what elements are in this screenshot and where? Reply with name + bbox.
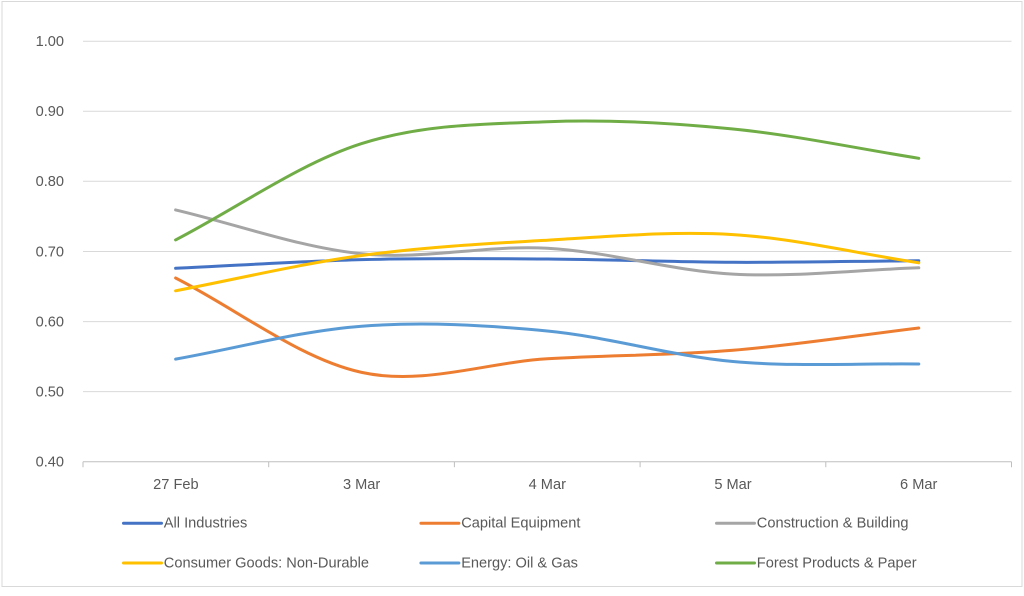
svg-text:27 Feb: 27 Feb xyxy=(153,477,198,493)
svg-text:3 Mar: 3 Mar xyxy=(343,477,380,493)
svg-text:0.70: 0.70 xyxy=(36,244,64,260)
svg-text:All Industries: All Industries xyxy=(164,516,248,532)
svg-text:Construction & Building: Construction & Building xyxy=(757,516,909,532)
svg-text:Capital Equipment: Capital Equipment xyxy=(461,516,580,532)
svg-text:5 Mar: 5 Mar xyxy=(714,477,751,493)
svg-text:4 Mar: 4 Mar xyxy=(529,477,566,493)
svg-text:6 Mar: 6 Mar xyxy=(900,477,937,493)
svg-text:Consumer Goods: Non-Durable: Consumer Goods: Non-Durable xyxy=(164,555,369,571)
svg-text:1.00: 1.00 xyxy=(36,34,64,50)
svg-text:0.90: 0.90 xyxy=(36,104,64,120)
svg-text:0.60: 0.60 xyxy=(36,314,64,330)
svg-text:0.50: 0.50 xyxy=(36,384,64,400)
svg-text:0.80: 0.80 xyxy=(36,174,64,190)
svg-text:Forest Products & Paper: Forest Products & Paper xyxy=(757,555,917,571)
svg-text:Energy: Oil & Gas: Energy: Oil & Gas xyxy=(461,555,578,571)
svg-text:0.40: 0.40 xyxy=(36,455,64,471)
